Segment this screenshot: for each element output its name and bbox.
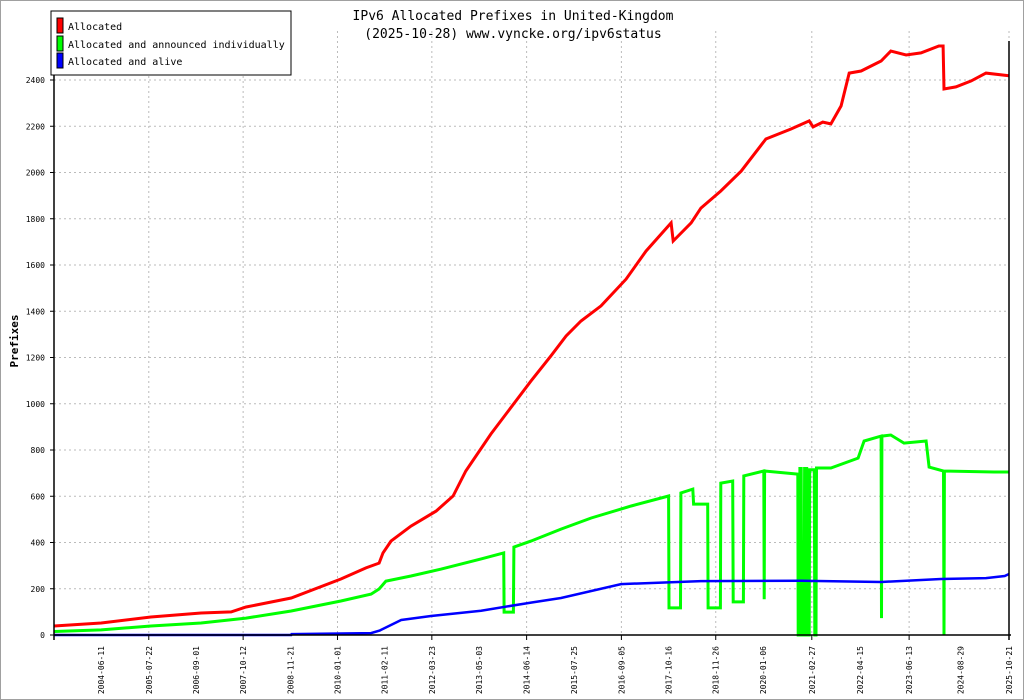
y-axis-label: Prefixes — [8, 315, 21, 368]
legend: Allocated Allocated and announced indivi… — [50, 10, 292, 76]
grid — [54, 31, 1010, 635]
x-tick-label: 2006-09-01 — [192, 646, 201, 694]
y-tick-label: 1800 — [26, 215, 45, 224]
y-tick-label: 2400 — [26, 76, 45, 85]
legend-swatch-allocated — [56, 17, 64, 34]
series-line-announced — [53, 433, 1009, 637]
legend-label-alive: Allocated and alive — [68, 57, 182, 68]
series-lines — [53, 44, 1010, 637]
y-tick-label: 200 — [31, 585, 46, 594]
legend-label-announced: Allocated and announced individually — [68, 40, 285, 51]
x-tick-label: 2005-07-22 — [145, 646, 154, 694]
x-tick-label: 2018-11-26 — [712, 646, 721, 694]
y-tick-label: 600 — [31, 492, 46, 501]
x-tick-label: 2012-03-23 — [428, 646, 437, 694]
y-tick-label: 1400 — [26, 307, 45, 316]
x-tick-label: 2025-10-21 — [1005, 646, 1014, 694]
legend-swatch-announced — [56, 35, 64, 52]
x-tick-label: 2008-11-21 — [286, 646, 295, 694]
x-tick-label: 2016-09-05 — [617, 646, 626, 694]
x-tick-label: 2020-01-06 — [759, 646, 768, 694]
series-line-allocated — [53, 44, 1010, 628]
x-tick-label: 2010-01-01 — [333, 646, 342, 694]
x-tick-label: 2004-06-11 — [97, 646, 106, 694]
legend-swatch-alive — [56, 52, 64, 69]
x-tick-label: 2024-08-29 — [957, 646, 966, 694]
x-tick-label: 2013-05-03 — [475, 646, 484, 694]
legend-box — [50, 10, 292, 76]
y-tick-label: 2000 — [26, 169, 45, 178]
x-tick-label: 2014-06-14 — [523, 646, 532, 694]
y-tick-label: 1200 — [26, 354, 45, 363]
series-line-alive — [54, 572, 1010, 637]
y-tick-label: 2200 — [26, 122, 45, 131]
y-tick-label: 1000 — [26, 400, 45, 409]
x-tick-label: 2022-04-15 — [856, 646, 865, 694]
x-tick-label: 2021-02-27 — [808, 646, 817, 694]
y-tick-label: 400 — [31, 539, 46, 548]
axes: 0 200 400 600 800 1000 1200 1400 1600 1800 2000 220… — [26, 11, 1014, 694]
y-tick-label: 0 — [40, 631, 45, 640]
chart-title: IPv6 Allocated Prefixes in United-Kingdo… — [353, 9, 674, 24]
legend-label-allocated: Allocated — [68, 22, 122, 33]
y-tick-label: 800 — [31, 446, 46, 455]
x-tick-label: 2011-02-11 — [381, 646, 390, 694]
x-tick-label: 2007-10-12 — [239, 646, 248, 694]
x-tick-label: 2023-06-13 — [905, 646, 914, 694]
y-tick-label: 1600 — [26, 261, 45, 270]
x-tick-label: 2017-10-16 — [665, 646, 674, 694]
chart-subtitle: (2025-10-28) www.vyncke.org/ipv6status — [364, 27, 661, 42]
x-tick-label: 2015-07-25 — [570, 646, 579, 694]
